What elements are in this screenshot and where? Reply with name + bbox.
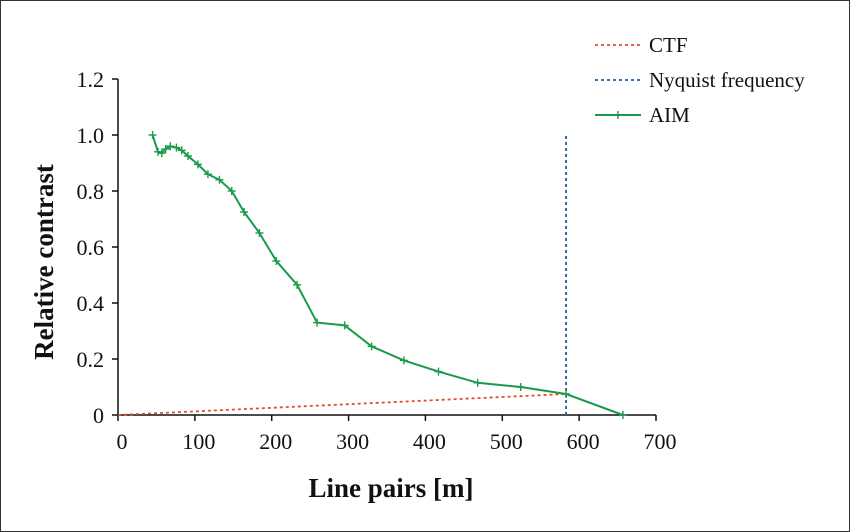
aim-point [166, 142, 175, 151]
y-tick-label: 0 [93, 403, 104, 428]
legend: CTF Nyquist frequency AIM [595, 33, 805, 127]
ctf-series-line [117, 393, 567, 416]
x-tick-label: 600 [567, 429, 600, 454]
aim-point [203, 170, 212, 179]
aim-point [340, 321, 349, 330]
legend-item-ctf: CTF [595, 33, 688, 57]
axes [117, 79, 656, 416]
aim-point [215, 175, 224, 184]
aim-point [240, 208, 249, 216]
x-tick-label: 300 [336, 429, 369, 454]
legend-label: Nyquist frequency [649, 68, 805, 92]
aim-point [293, 280, 302, 289]
legend-item-aim: AIM [595, 103, 690, 127]
aim-point [227, 187, 236, 195]
x-tick-label: 500 [490, 429, 523, 454]
aim-point [562, 390, 571, 398]
aim-point [157, 149, 166, 158]
y-tick-label: 0.8 [77, 179, 105, 204]
x-ticks: 0 100 200 300 400 500 600 700 [117, 415, 677, 454]
legend-label: CTF [649, 33, 688, 57]
y-tick-label: 0.4 [77, 291, 105, 316]
aim-point [473, 378, 482, 387]
x-tick-label: 100 [182, 429, 215, 454]
y-tick-label: 0.2 [77, 347, 105, 372]
x-tick-label: 400 [413, 429, 446, 454]
aim-point [272, 257, 281, 265]
aim-point [516, 383, 525, 391]
x-tick-label: 200 [259, 429, 292, 454]
legend-item-nyquist-frequency: Nyquist frequency [595, 68, 805, 92]
aim-series-line [151, 134, 624, 416]
x-tick-label: 700 [644, 429, 677, 454]
y-ticks: 0 0.2 0.4 0.6 0.8 1.0 1.2 [77, 67, 118, 428]
legend-label: AIM [649, 103, 690, 127]
aim-point [367, 342, 376, 351]
aim-point [177, 146, 186, 155]
aim-point [183, 152, 192, 160]
y-tick-label: 1.2 [77, 67, 105, 92]
aim-point [193, 160, 202, 169]
aim-point [255, 229, 264, 237]
aim-point [313, 318, 322, 327]
aim-point [161, 145, 170, 153]
y-tick-label: 0.6 [77, 235, 105, 260]
aim-point [399, 356, 408, 365]
aim-point [618, 411, 627, 419]
series-layer [117, 131, 627, 419]
x-axis-title: Line pairs [m] [309, 473, 474, 503]
aim-point [434, 367, 443, 376]
aim-point [172, 143, 181, 152]
y-axis-title: Relative contrast [29, 164, 59, 360]
aim-point [153, 147, 162, 156]
x-tick-label: 0 [117, 429, 128, 454]
y-tick-label: 1.0 [77, 123, 105, 148]
aim-point [148, 131, 157, 139]
